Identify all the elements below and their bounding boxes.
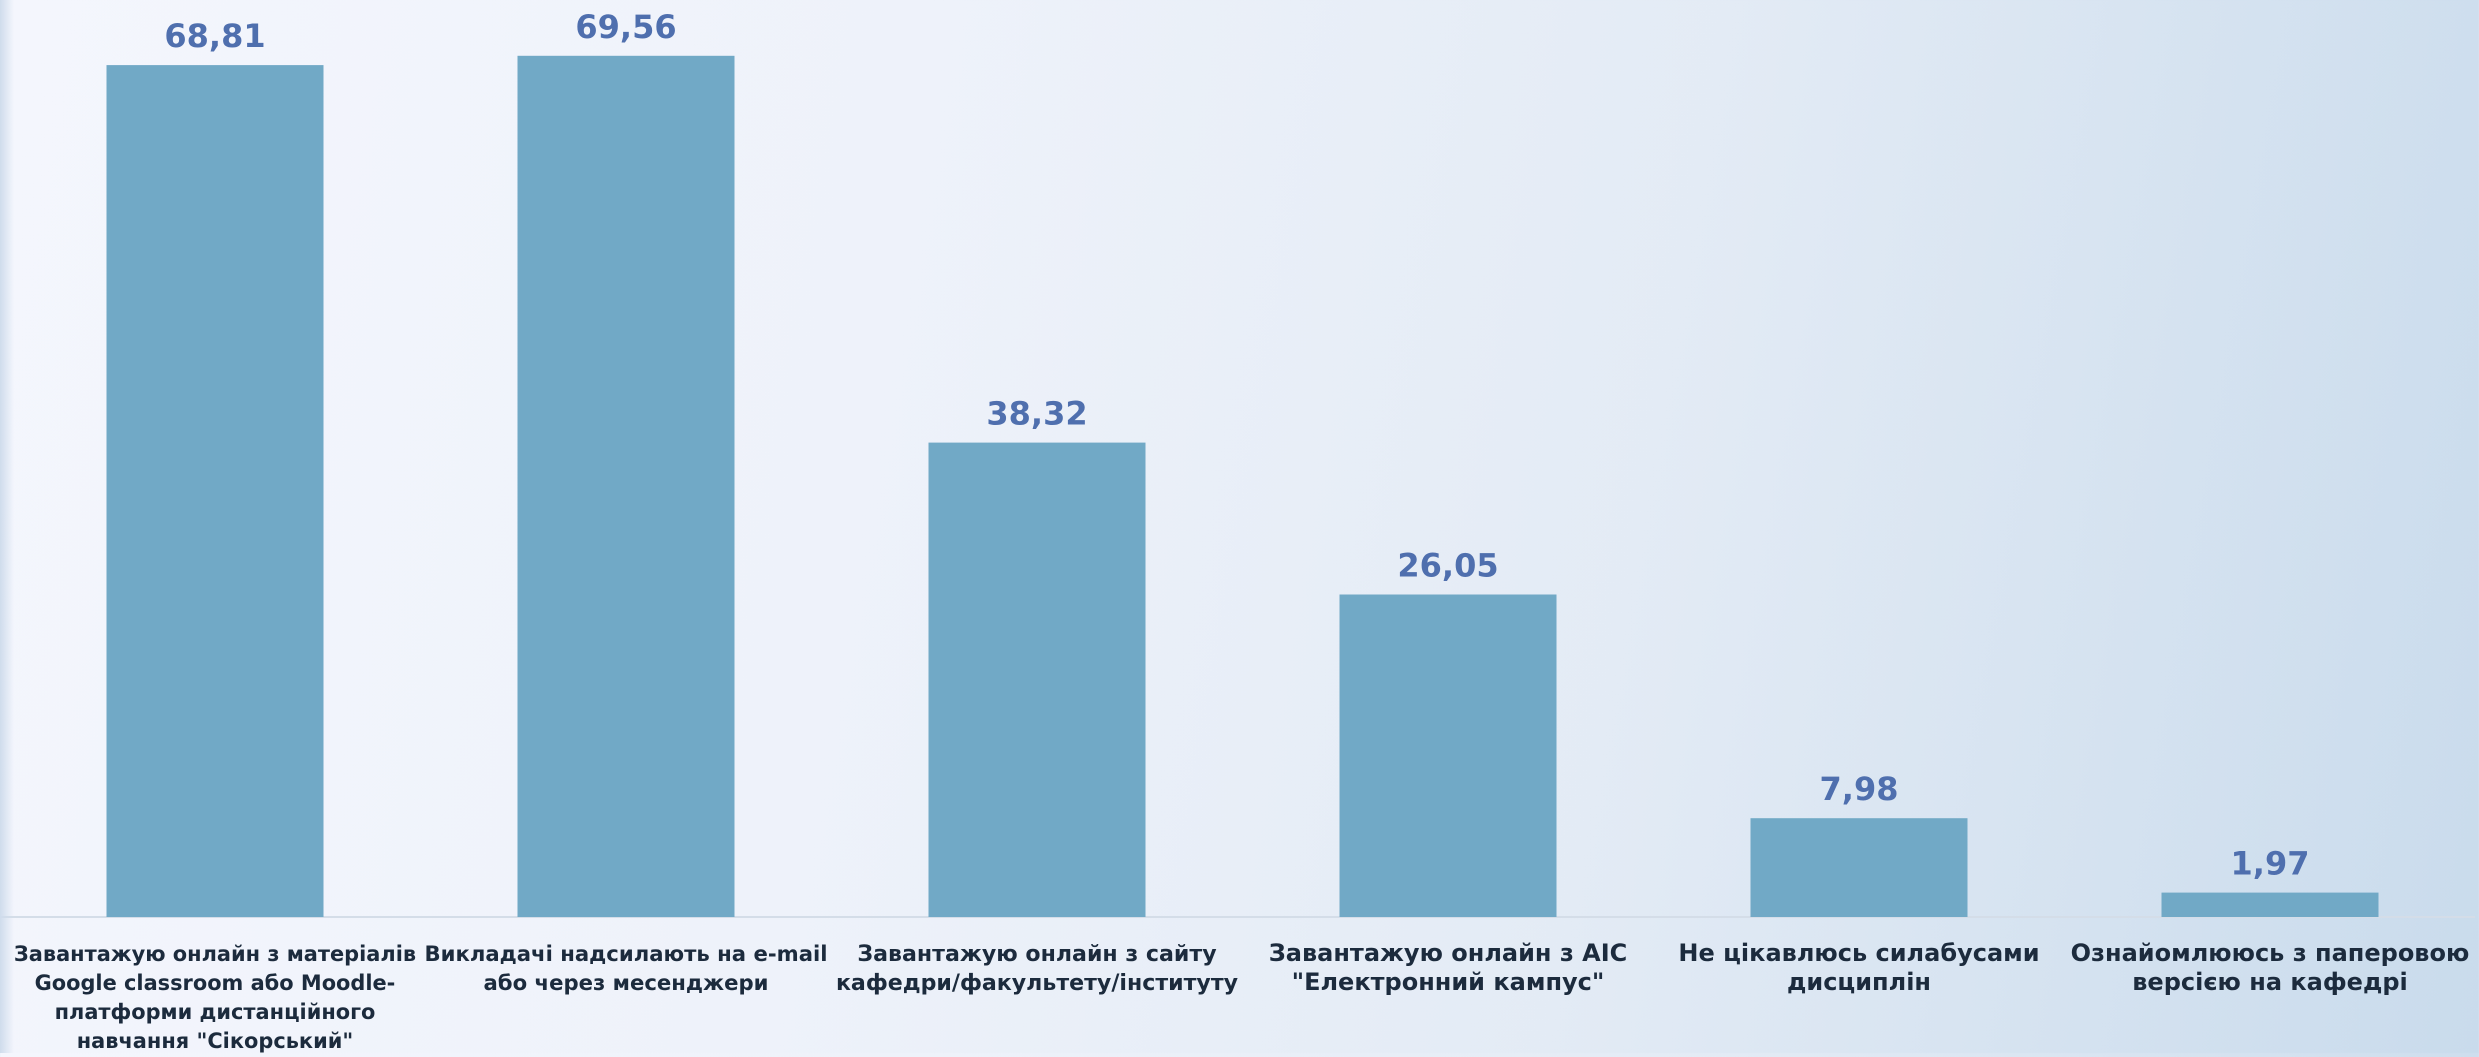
category-label-3: Завантажую онлайн з сайту кафедри/факульт… — [836, 941, 1238, 996]
bar-2 — [517, 55, 735, 918]
value-label-5: 7,98 — [1820, 770, 1899, 808]
category-label-6: Ознайомлююсь з паперовою версією на кафед… — [2071, 939, 2470, 996]
bar-4 — [1339, 594, 1557, 917]
category-label-line: версією на кафедрі — [2132, 968, 2408, 996]
category-label-line: Google classroom або Moodle- — [35, 971, 396, 995]
bar-5 — [1750, 818, 1968, 917]
category-label-line: Ознайомлююсь з паперовою — [2071, 939, 2470, 967]
bar-1 — [106, 65, 324, 918]
category-label-line: Завантажую онлайн з сайту — [857, 941, 1216, 967]
category-labels-group: Завантажую онлайн з матеріалів Google cla… — [14, 939, 2469, 1053]
slide-edge — [0, 0, 14, 1053]
value-label-1: 68,81 — [164, 17, 265, 55]
bar-3 — [928, 442, 1146, 917]
value-label-6: 1,97 — [2231, 845, 2310, 883]
category-label-1: Завантажую онлайн з матеріалів Google cla… — [14, 942, 416, 1053]
category-label-4: Завантажую онлайн з АІС "Електронний камп… — [1269, 939, 1628, 996]
value-label-2: 69,56 — [575, 8, 676, 46]
category-label-line: Не цікавлюсь силабусами — [1678, 939, 2039, 967]
category-label-2: Викладачі надсилають на e-mail або через … — [424, 941, 827, 995]
value-label-4: 26,05 — [1397, 547, 1498, 585]
bar-6 — [2161, 892, 2379, 917]
category-label-line: або через месенджери — [484, 970, 769, 995]
value-label-3: 38,32 — [986, 395, 1087, 433]
category-label-line: "Електронний кампус" — [1292, 968, 1605, 996]
category-label-line: кафедри/факультету/інституту — [836, 970, 1238, 996]
category-label-line: Завантажую онлайн з матеріалів — [14, 942, 416, 966]
bars-group — [106, 55, 2379, 918]
category-label-line: платформи дистанційного — [55, 1000, 376, 1024]
value-labels-group: 68,81 69,56 38,32 26,05 7,98 1,97 — [164, 8, 2309, 883]
category-label-line: Викладачі надсилають на e-mail — [424, 941, 827, 966]
category-label-line: навчання "Сікорський" — [77, 1029, 354, 1053]
category-label-line: Завантажую онлайн з АІС — [1269, 939, 1628, 967]
category-label-5: Не цікавлюсь силабусами дисциплін — [1678, 939, 2039, 996]
category-label-line: дисциплін — [1787, 968, 1931, 996]
